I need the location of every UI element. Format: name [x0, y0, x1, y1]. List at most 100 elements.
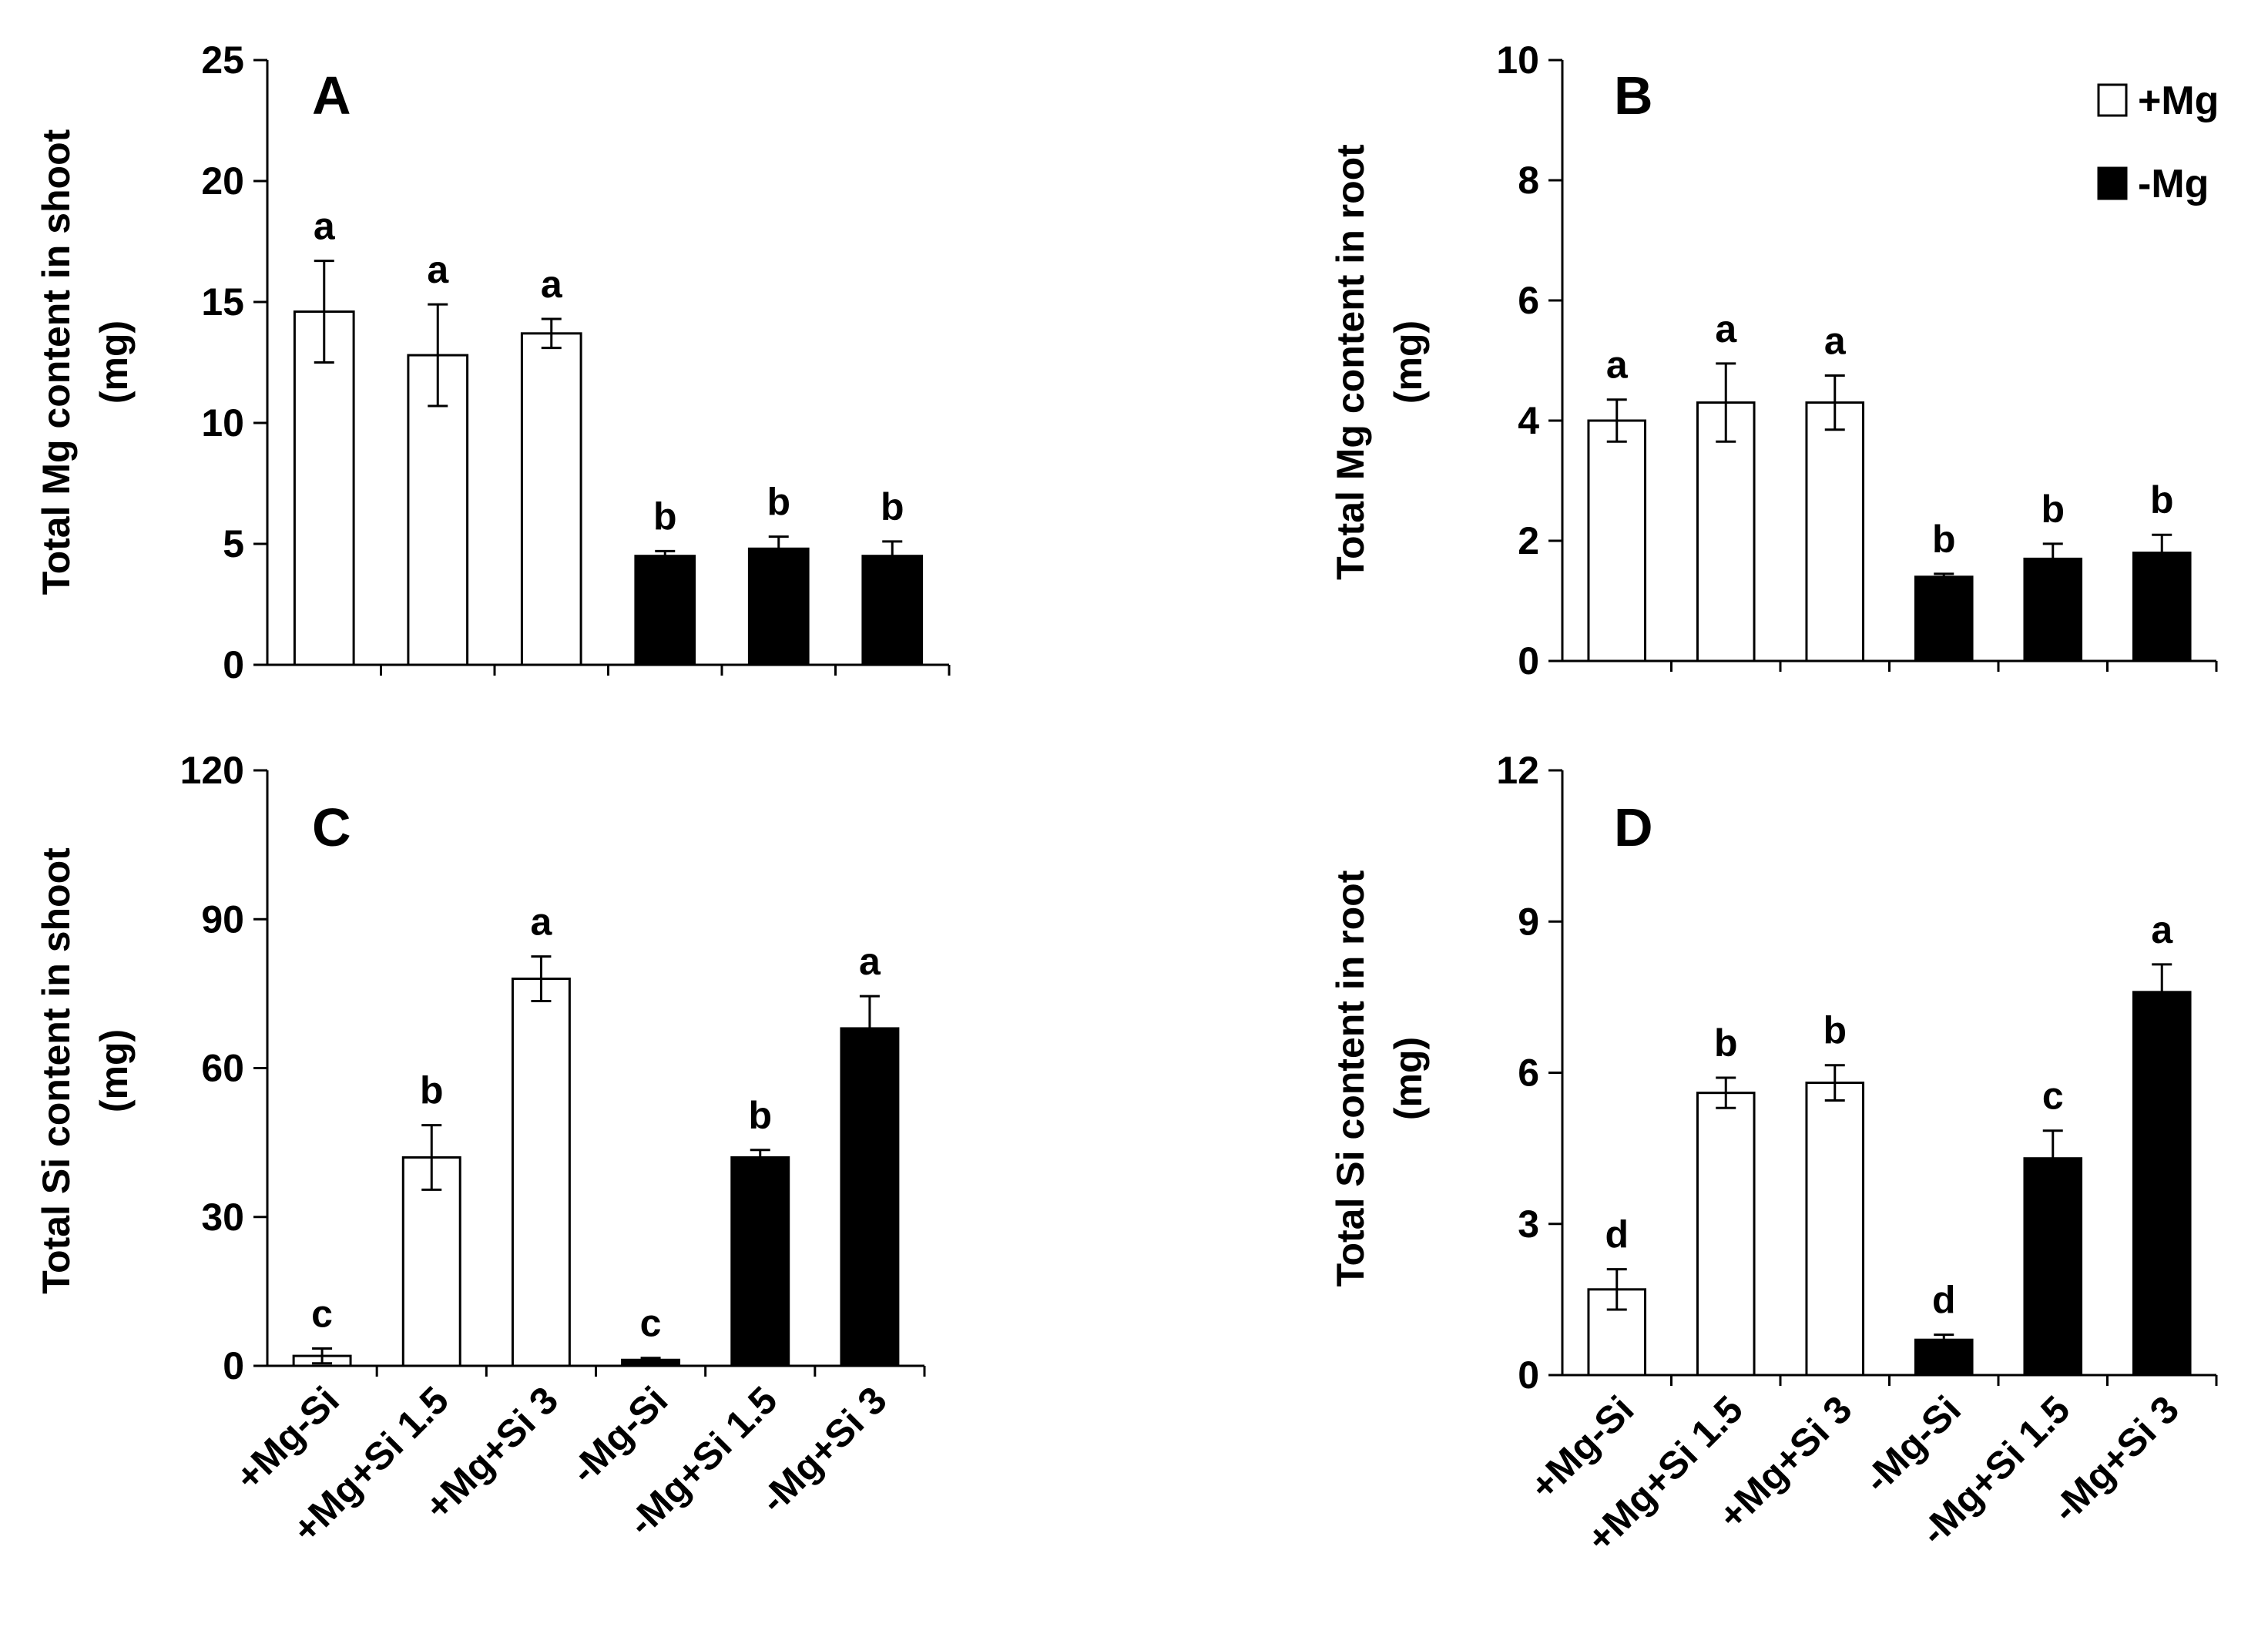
bar-plusminus-mgplusminus-si-1-5 [401, 1156, 461, 1367]
significance-letter: b [2150, 478, 2174, 522]
significance-letter: a [1715, 307, 1737, 351]
legend-swatch-minus-mg [2097, 166, 2128, 200]
error-bar [859, 995, 880, 1062]
y-tick-label: 9 [1518, 900, 1539, 943]
bar-minus-mgminus-si [1914, 575, 1974, 663]
y-axis-title: (mg) [1387, 1037, 1430, 1120]
bar-plusminus-mgplusminus-si-3 [1805, 1082, 1865, 1377]
legend: +Mg -Mg [2097, 79, 2219, 206]
error-bar [312, 1347, 333, 1365]
error-bar [1824, 1064, 1845, 1102]
significance-letter: c [640, 1302, 662, 1345]
bar-minus-mgplusminus-si-1-5 [747, 547, 810, 666]
significance-letter: d [1605, 1213, 1629, 1256]
bar-plusminus-mgplusminus-si-3 [511, 978, 571, 1367]
bar-minus-mgplusminus-si-3 [861, 555, 924, 666]
y-tick-label: 2 [1518, 519, 1539, 562]
y-axis-title: Total Si content in root [1329, 870, 1372, 1286]
y-tick-label: 10 [201, 401, 244, 444]
significance-letter: b [748, 1094, 772, 1137]
significance-letter: c [2042, 1075, 2064, 1118]
error-bar [541, 317, 562, 350]
y-tick-label: 0 [1518, 1354, 1539, 1397]
bar-plusminus-mgplusminus-si-3 [1805, 401, 1865, 663]
y-tick-label: 25 [201, 39, 244, 82]
error-bar [314, 260, 334, 364]
error-bar [531, 955, 552, 1003]
significance-letter: a [531, 901, 553, 944]
error-bar [1934, 1333, 1954, 1347]
bar-minus-mgplusminus-si-1-5 [2023, 557, 2083, 663]
y-tick-label: 15 [201, 280, 244, 324]
error-bar [2042, 1129, 2063, 1188]
y-tick-label: 12 [1496, 749, 1539, 792]
bar-plusminus-mgminus-si [293, 310, 355, 666]
error-bar [428, 303, 448, 408]
significance-letter: b [767, 481, 790, 524]
panel-letter: A [312, 65, 351, 126]
legend-swatch-plus-mg [2097, 83, 2128, 117]
significance-letter: a [859, 940, 881, 983]
bar-plusminus-mgplusminus-si-1-5 [1696, 401, 1756, 663]
y-axis-title: (mg) [1387, 320, 1430, 404]
y-tick-label: 60 [201, 1047, 244, 1090]
y-tick-label: 6 [1518, 279, 1539, 322]
panel-b: 0 2 4 6 8 10 a a a b b b B Total Mg content in root (m… [1329, 39, 2218, 683]
y-axis-title: (mg) [92, 1029, 136, 1112]
y-tick-label: 4 [1518, 399, 1539, 442]
significance-letter: a [1824, 320, 1847, 363]
error-bar [1606, 398, 1627, 443]
panel-letter: D [1614, 797, 1653, 857]
error-bar [1934, 572, 1954, 582]
error-bar [882, 540, 903, 572]
error-bar [1716, 1076, 1736, 1109]
significance-letter: b [1714, 1021, 1738, 1065]
error-bar [750, 1149, 770, 1166]
y-tick-label: 90 [201, 897, 244, 941]
significance-letter: b [653, 495, 677, 538]
bar-minus-mgplusminus-si-3 [2132, 991, 2192, 1377]
panel-letter: C [312, 797, 351, 857]
error-bar [2042, 542, 2063, 575]
bar-minus-mgplusminus-si-3 [840, 1027, 900, 1367]
y-tick-label: 120 [180, 749, 244, 792]
y-tick-label: 5 [223, 522, 244, 565]
error-bar [1716, 362, 1736, 443]
bar-minus-mgplusminus-si-1-5 [2023, 1157, 2083, 1377]
legend-label-plus-mg: +Mg [2138, 79, 2219, 123]
y-tick-label: 30 [201, 1196, 244, 1239]
significance-letter: b [1823, 1009, 1847, 1052]
y-tick-label: 8 [1518, 159, 1539, 202]
y-tick-label: 0 [1518, 639, 1539, 683]
error-bar [2152, 533, 2172, 572]
bar-minus-mgminus-si [634, 555, 696, 666]
error-bar [1606, 1268, 1627, 1311]
error-bar [1824, 374, 1845, 431]
bar-plusminus-mgminus-si [1587, 419, 1647, 663]
y-axis-title: Total Si content in shoot [35, 847, 78, 1294]
significance-letter: a [427, 248, 449, 291]
significance-letter: a [1606, 344, 1629, 387]
y-tick-label: 0 [223, 643, 244, 686]
bar-minus-mgplusminus-si-1-5 [730, 1156, 790, 1367]
y-tick-label: 0 [223, 1344, 244, 1387]
error-bar [768, 535, 789, 562]
significance-letter: a [2151, 908, 2173, 951]
y-axis-title: Total Mg content in root [1329, 144, 1372, 580]
y-tick-label: 3 [1518, 1203, 1539, 1246]
bar-plusminus-mgplusminus-si-1-5 [1696, 1092, 1756, 1377]
y-tick-label: 6 [1518, 1052, 1539, 1095]
significance-letter: c [311, 1292, 333, 1335]
y-tick-label: 10 [1496, 39, 1539, 82]
panel-letter: B [1614, 65, 1653, 126]
legend-label-minus-mg: -Mg [2138, 162, 2209, 206]
y-axis-title: Total Mg content in shoot [35, 129, 78, 595]
error-bar [655, 549, 676, 562]
y-axis-title: (mg) [92, 320, 136, 404]
significance-letter: b [881, 485, 904, 528]
y-tick-label: 20 [201, 159, 244, 203]
